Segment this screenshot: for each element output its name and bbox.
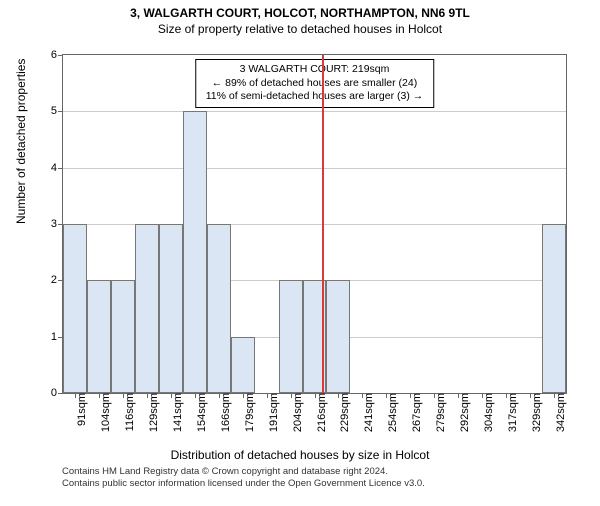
x-tick-label: 241sqm [361, 393, 375, 432]
x-tick-label: 329sqm [529, 393, 543, 432]
bar [135, 224, 159, 393]
x-tick-mark [434, 393, 435, 398]
footer-attribution: Contains HM Land Registry data © Crown c… [62, 466, 425, 491]
x-tick-label: 154sqm [194, 393, 208, 432]
x-tick-mark [530, 393, 531, 398]
bar [326, 280, 350, 393]
x-tick-mark [147, 393, 148, 398]
x-tick-label: 204sqm [290, 393, 304, 432]
y-tick-mark [58, 111, 63, 112]
bar [542, 224, 566, 393]
chart-container: 3, WALGARTH COURT, HOLCOT, NORTHAMPTON, … [0, 6, 600, 506]
grid-line [63, 111, 566, 112]
chart-subtitle: Size of property relative to detached ho… [0, 22, 600, 36]
info-line-1: 3 WALGARTH COURT: 219sqm [206, 63, 424, 77]
x-tick-label: 104sqm [98, 393, 112, 432]
y-tick-mark [58, 393, 63, 394]
x-tick-mark [458, 393, 459, 398]
footer-line-1: Contains HM Land Registry data © Crown c… [62, 466, 425, 478]
y-tick-mark [58, 55, 63, 56]
x-tick-mark [195, 393, 196, 398]
x-axis-label: Distribution of detached houses by size … [0, 448, 600, 462]
bar [87, 280, 111, 393]
x-tick-label: 292sqm [457, 393, 471, 432]
bar [279, 280, 303, 393]
x-tick-label: 229sqm [337, 393, 351, 432]
bar [207, 224, 231, 393]
x-tick-mark [243, 393, 244, 398]
chart-title: 3, WALGARTH COURT, HOLCOT, NORTHAMPTON, … [0, 6, 600, 20]
x-tick-mark [99, 393, 100, 398]
bar [63, 224, 87, 393]
y-axis-label: Number of detached properties [14, 59, 28, 224]
x-tick-label: 166sqm [218, 393, 232, 432]
chart-plot-area: 3 WALGARTH COURT: 219sqm ← 89% of detach… [62, 54, 567, 394]
x-tick-label: 191sqm [266, 393, 280, 432]
grid-line [63, 168, 566, 169]
footer-line-2: Contains public sector information licen… [62, 478, 425, 490]
x-tick-mark [171, 393, 172, 398]
x-tick-label: 267sqm [409, 393, 423, 432]
x-tick-label: 254sqm [385, 393, 399, 432]
bar [231, 337, 255, 393]
x-tick-mark [554, 393, 555, 398]
x-tick-label: 141sqm [170, 393, 184, 432]
x-tick-label: 317sqm [505, 393, 519, 432]
x-tick-label: 129sqm [146, 393, 160, 432]
x-tick-label: 342sqm [553, 393, 567, 432]
x-tick-label: 116sqm [122, 393, 136, 431]
x-tick-mark [338, 393, 339, 398]
info-line-3: 11% of semi-detached houses are larger (… [206, 90, 424, 104]
x-tick-mark [410, 393, 411, 398]
x-tick-label: 279sqm [433, 393, 447, 432]
x-tick-mark [219, 393, 220, 398]
x-tick-mark [506, 393, 507, 398]
x-tick-mark [315, 393, 316, 398]
y-tick-mark [58, 168, 63, 169]
bar [183, 111, 207, 393]
x-tick-label: 179sqm [242, 393, 256, 432]
bar [159, 224, 183, 393]
info-box: 3 WALGARTH COURT: 219sqm ← 89% of detach… [195, 59, 435, 108]
x-tick-mark [386, 393, 387, 398]
x-tick-label: 216sqm [314, 393, 328, 432]
info-line-2: ← 89% of detached houses are smaller (24… [206, 77, 424, 91]
x-tick-mark [291, 393, 292, 398]
marker-line [322, 55, 324, 393]
x-tick-mark [267, 393, 268, 398]
x-tick-mark [123, 393, 124, 398]
x-tick-label: 91sqm [74, 393, 88, 426]
x-tick-mark [362, 393, 363, 398]
x-tick-mark [75, 393, 76, 398]
x-tick-label: 304sqm [481, 393, 495, 432]
x-tick-mark [482, 393, 483, 398]
bar [111, 280, 135, 393]
